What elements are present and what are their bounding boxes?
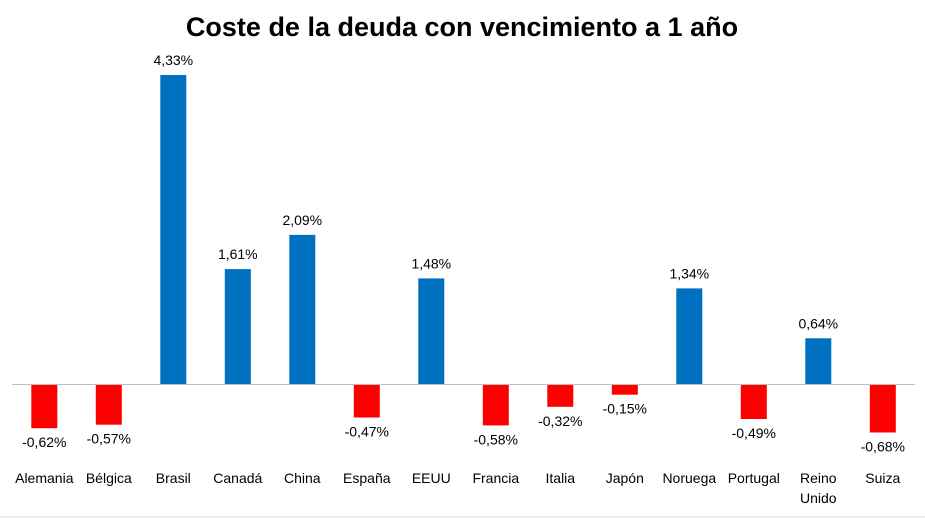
category-label-2: Brasil (156, 470, 191, 486)
category-label-4: China (284, 470, 321, 486)
bar-11 (740, 384, 767, 419)
bar-13 (869, 384, 896, 433)
bar-12 (805, 338, 832, 384)
category-label-5: España (343, 470, 391, 486)
category-label-0: Alemania (15, 470, 74, 486)
category-label-3: Canadá (213, 470, 262, 486)
category-label-line: Portugal (728, 470, 780, 486)
value-label-13: -0,68% (861, 439, 905, 455)
bar-9 (611, 384, 638, 395)
category-label-6: EEUU (412, 470, 451, 486)
category-label-line: España (343, 470, 391, 486)
category-label-8: Italia (546, 470, 576, 486)
value-label-8: -0,32% (538, 413, 582, 429)
category-label-10: Noruega (662, 470, 716, 486)
category-label-line: Francia (472, 470, 519, 486)
value-label-6: 1,48% (411, 255, 451, 271)
value-label-11: -0,49% (732, 425, 776, 441)
bar-3 (224, 269, 251, 384)
chart-title: Coste de la deuda con vencimiento a 1 añ… (186, 12, 738, 42)
bar-10 (676, 288, 703, 384)
category-label-line: Canadá (213, 470, 262, 486)
bar-2 (160, 75, 187, 384)
category-label-line: Brasil (156, 470, 191, 486)
value-label-4: 2,09% (282, 212, 322, 228)
category-label-line: China (284, 470, 321, 486)
category-label-line: Unido (800, 490, 837, 506)
bars-layer (31, 75, 896, 433)
category-label-line: Reino (800, 470, 837, 486)
category-label-line: Suiza (865, 470, 900, 486)
bar-4 (289, 234, 316, 384)
category-label-line: Bélgica (86, 470, 132, 486)
value-label-3: 1,61% (218, 246, 258, 262)
bar-1 (95, 384, 122, 425)
value-label-2: 4,33% (153, 52, 193, 68)
category-label-7: Francia (472, 470, 519, 486)
category-label-9: Japón (606, 470, 644, 486)
bar-0 (31, 384, 58, 429)
category-label-line: Alemania (15, 470, 74, 486)
value-label-12: 0,64% (798, 315, 838, 331)
category-label-1: Bélgica (86, 470, 132, 486)
bar-6 (418, 278, 445, 384)
value-label-0: -0,62% (22, 434, 66, 450)
value-label-5: -0,47% (345, 424, 389, 440)
category-label-12: Reino Unido (800, 470, 837, 506)
value-label-10: 1,34% (669, 265, 709, 281)
value-label-7: -0,58% (474, 431, 518, 447)
bar-8 (547, 384, 574, 407)
category-labels-layer: Alemania Bélgica Brasil Canadá China España EE… (15, 470, 900, 506)
category-label-line: EEUU (412, 470, 451, 486)
category-label-line: Noruega (662, 470, 716, 486)
value-label-9: -0,15% (603, 401, 647, 417)
bar-7 (482, 384, 509, 426)
value-label-1: -0,57% (87, 431, 131, 447)
category-label-11: Portugal (728, 470, 780, 486)
value-labels-layer: -0,62% -0,57% 4,33% 1,61% 2,09% -0,47% 1,48% -0… (22, 52, 905, 455)
category-label-line: Japón (606, 470, 644, 486)
category-label-line: Italia (546, 470, 576, 486)
bar-5 (353, 384, 380, 418)
category-label-13: Suiza (865, 470, 900, 486)
